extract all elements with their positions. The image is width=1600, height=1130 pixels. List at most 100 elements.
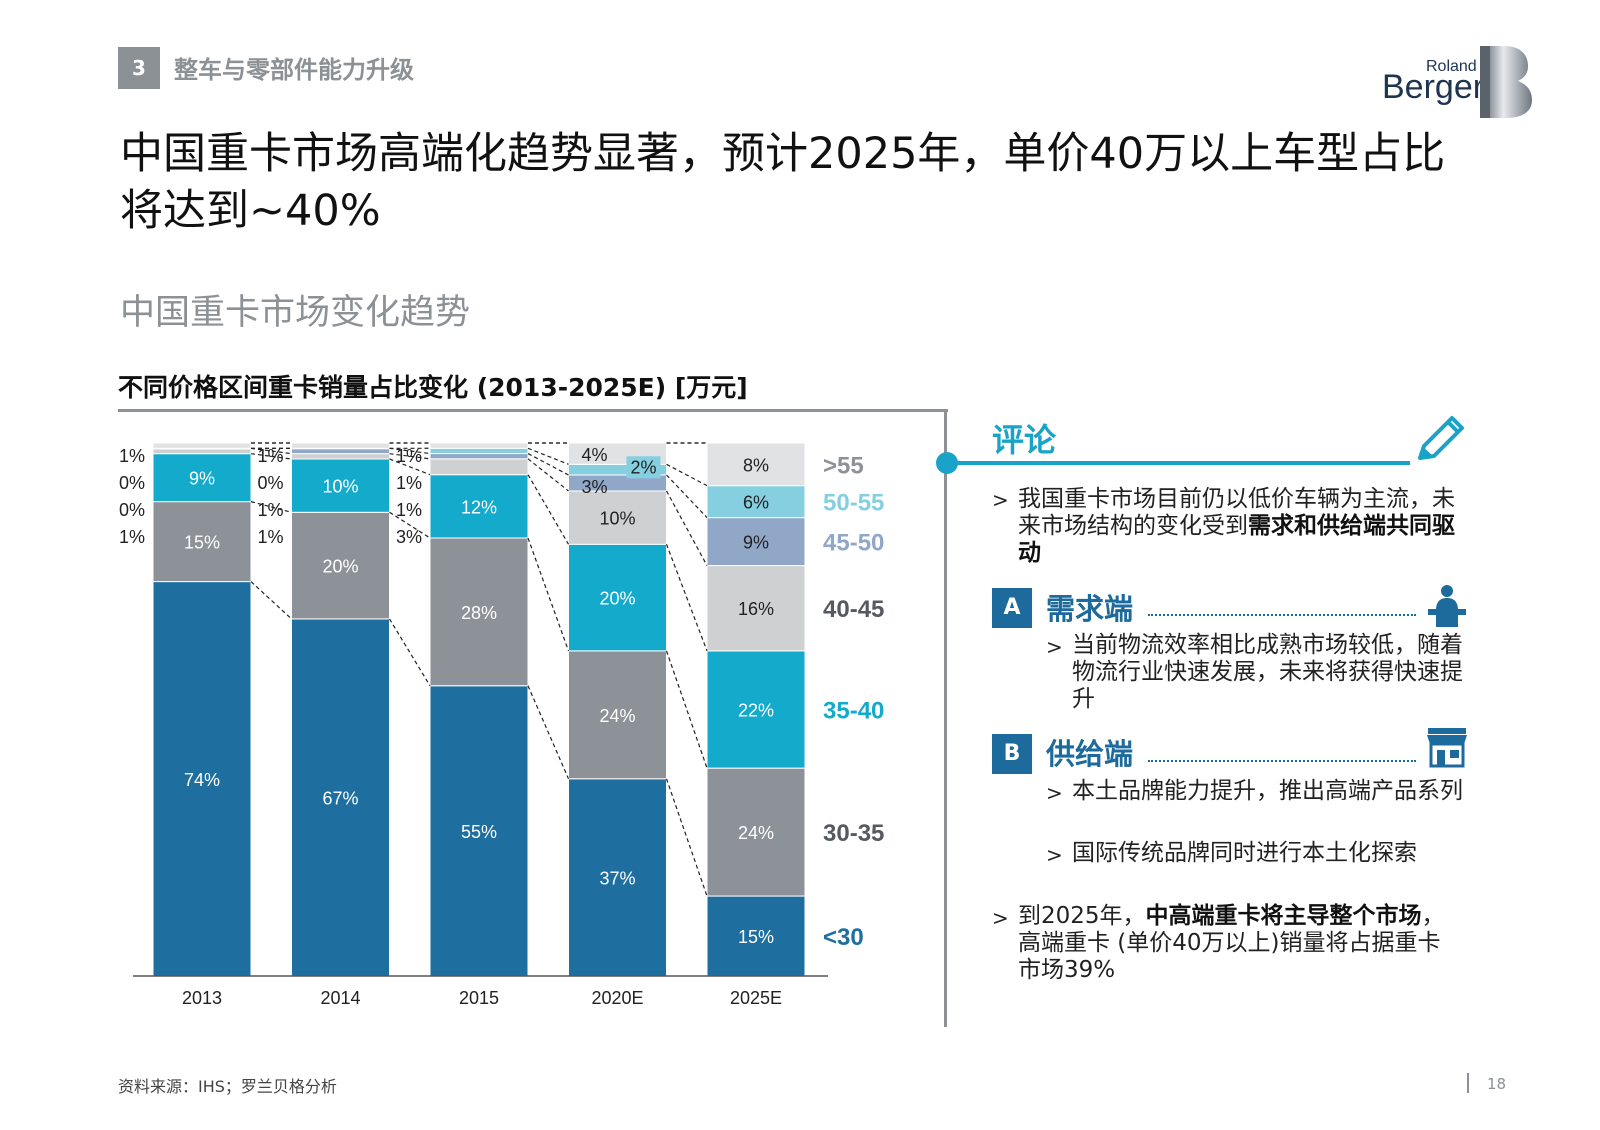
- data-label: 6%: [743, 493, 769, 513]
- logo-text-top: Roland: [1426, 58, 1477, 75]
- podium-speaker-icon: [1428, 585, 1466, 627]
- data-label: 10%: [599, 509, 635, 529]
- conclusion-tail: ，高端重卡 (单价40万以上)销量将占据重卡市场39%: [1018, 903, 1445, 983]
- source-note: 资料来源：IHS；罗兰贝格分析: [118, 1077, 337, 1096]
- pencil-icon: [1418, 416, 1464, 460]
- bar-segment: [706, 565, 806, 652]
- data-label: 2%: [630, 457, 656, 477]
- legend-label: 40-45: [823, 596, 884, 623]
- connector-line: [665, 650, 708, 769]
- data-label-small: 0%: [257, 473, 283, 493]
- comment-rule: [948, 461, 1410, 465]
- section-number: 3: [118, 47, 160, 89]
- data-label: 74%: [184, 770, 220, 790]
- bar-segment: [291, 458, 390, 513]
- bar-segment: [429, 474, 529, 539]
- data-label: 8%: [743, 455, 769, 475]
- bar-segment: [429, 447, 529, 455]
- data-label-small: 1%: [257, 527, 283, 547]
- connector-line: [527, 447, 569, 465]
- divider-vertical: [944, 409, 947, 1027]
- data-label: 9%: [189, 469, 215, 489]
- bar-segment: [152, 501, 252, 583]
- data-label-small: 3%: [396, 527, 422, 547]
- data-label-small: 1%: [257, 446, 283, 466]
- bar-segment: [291, 511, 390, 620]
- data-label-small: 1%: [119, 527, 145, 547]
- data-label: 24%: [599, 706, 635, 726]
- bar-segment: [291, 442, 390, 449]
- x-tick-label: 2025E: [730, 988, 782, 1008]
- data-label: 28%: [461, 603, 497, 623]
- legend-label: 50-55: [823, 490, 884, 517]
- data-label: 24%: [738, 823, 774, 843]
- chart-title: 不同价格区间重卡销量占比变化 (2013-2025E) [万元]: [118, 373, 748, 402]
- section-a-leader: [1148, 614, 1416, 616]
- bar-segment: [429, 453, 529, 460]
- x-tick-label: 2014: [320, 988, 360, 1008]
- bar-segment: [706, 767, 806, 897]
- legend-label: 45-50: [823, 530, 884, 557]
- conclusion-lead: 到2025年，: [1018, 903, 1146, 929]
- data-label: 12%: [461, 497, 497, 517]
- data-label-small: 0%: [119, 473, 145, 493]
- connector-line: [250, 581, 292, 620]
- connector-line: [388, 618, 431, 687]
- connector-line: [527, 685, 570, 780]
- section-b-leader: [1148, 760, 1416, 762]
- comment-title: 评论: [992, 421, 1057, 459]
- data-label: 20%: [322, 557, 358, 577]
- connector-line: [666, 463, 708, 487]
- connector-line: [665, 778, 708, 897]
- section-a-badge: A: [992, 588, 1032, 628]
- conclusion-bullet: 到2025年，中高端重卡将主导整个市场，高端重卡 (单价40万以上)销量将占据重…: [1018, 903, 1458, 984]
- connector-line: [389, 458, 431, 476]
- x-tick-label: 2015: [459, 988, 499, 1008]
- data-label: 22%: [738, 701, 774, 721]
- connector-line: [527, 537, 570, 652]
- section-a-point: 当前物流效率相比成熟市场较低，随着物流行业快速发展，未来将获得快速提升: [1072, 632, 1463, 712]
- page-divider: [1467, 1073, 1469, 1093]
- bar-segment: [429, 442, 529, 449]
- data-label: 20%: [599, 589, 635, 609]
- section-b-point-1: 本土品牌能力提升，推出高端产品系列: [1072, 778, 1463, 804]
- bar-segment: [152, 581, 252, 977]
- section-title: 整车与零部件能力升级: [174, 56, 414, 84]
- connector-line: [527, 453, 569, 476]
- intro-text: 我国重卡市场目前仍以低价车辆为主流，未来市场结构的变化受到: [1018, 486, 1455, 539]
- bullet-caret: >: [1046, 843, 1063, 867]
- callout-box: [626, 456, 661, 479]
- bar-segment: [706, 442, 806, 487]
- connector-line: [527, 458, 569, 492]
- data-label: 3%: [581, 477, 607, 497]
- data-label-small: 1%: [119, 446, 145, 466]
- bar-segment: [706, 485, 806, 519]
- bar-segment: [429, 685, 529, 977]
- bar-segment: [152, 442, 252, 449]
- legend-label: 35-40: [823, 698, 884, 725]
- connector-line: [665, 490, 708, 566]
- data-label: 15%: [738, 927, 774, 947]
- connector-line: [527, 474, 570, 545]
- legend-label: >55: [823, 452, 864, 479]
- data-label: 67%: [322, 788, 358, 808]
- section-b-point-2: 国际传统品牌同时进行本土化探索: [1072, 840, 1417, 866]
- data-label-small: 1%: [396, 500, 422, 520]
- bar-segment: [429, 458, 529, 476]
- bar-segment: [568, 490, 667, 545]
- section-a-title: 需求端: [1046, 592, 1134, 626]
- bar-segment: [706, 895, 806, 977]
- data-label: 10%: [322, 477, 358, 497]
- connector-line: [389, 511, 431, 539]
- data-label: 9%: [743, 533, 769, 553]
- storefront-icon: [1427, 728, 1467, 768]
- bar-segment: [429, 537, 529, 687]
- section-b-title: 供给端: [1046, 737, 1134, 771]
- page-number: 18: [1487, 1075, 1507, 1093]
- data-label-small: 0%: [119, 500, 145, 520]
- section-b-badge: B: [992, 734, 1032, 774]
- bar-segment: [152, 453, 252, 503]
- legend-label: 30-35: [823, 820, 884, 847]
- page-title: 中国重卡市场高端化趋势显著，预计2025年，单价40万以上车型占比将达到~40%: [120, 129, 1446, 236]
- data-label-small: 1%: [257, 500, 283, 520]
